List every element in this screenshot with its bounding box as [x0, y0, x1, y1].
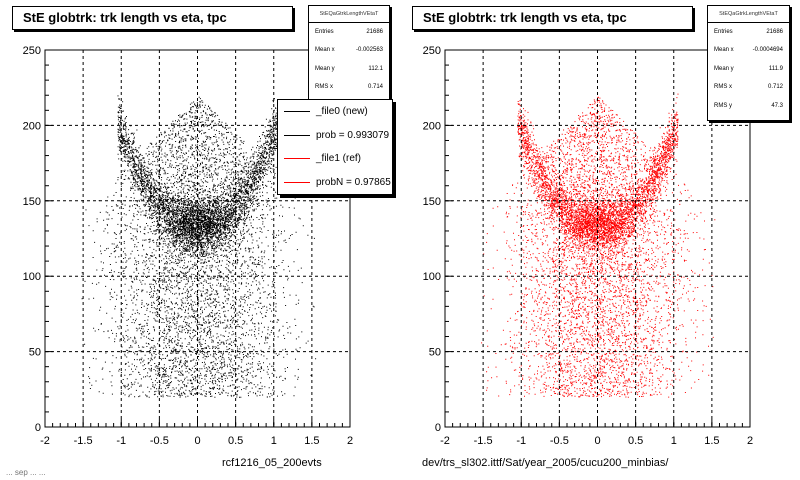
stats-row-rms-x: RMS x 0.712 — [714, 84, 783, 91]
y-tick-label: 50 — [429, 347, 441, 359]
stats-header: StEQaGtrkLengthVEtaT — [309, 6, 389, 23]
y-tick-label: 0 — [435, 422, 441, 434]
x-tick-label: -1 — [516, 435, 526, 447]
footer-label: rcf1216_05_200evts — [222, 457, 322, 469]
x-tick-label: 1.5 — [304, 435, 319, 447]
x-tick-label: 1 — [671, 435, 677, 447]
axes: -2 -1.5 -1 -0.5 0 0.5 1 1.5 2 0 50 100 150 200 250 — [23, 45, 353, 447]
histogram-panel-right: -2 -1.5 -1 -0.5 0 0.5 1 1.5 2 0 50 100 150 200 250 StE… — [400, 0, 800, 480]
x-tick-label: -1.5 — [474, 435, 493, 447]
y-tick-label: 200 — [23, 120, 41, 132]
stats-header: StEQaGtrkLengthVEtaT — [708, 6, 789, 23]
x-tick-label: 2 — [747, 435, 753, 447]
scatter-points — [81, 95, 317, 398]
scatter-point-cloud — [481, 93, 716, 398]
y-tick-label: 100 — [423, 271, 441, 283]
x-tick-label: 0.5 — [228, 435, 243, 447]
stats-row-entries: Entries 21686 — [315, 29, 383, 35]
y-tick-label: 250 — [423, 45, 441, 57]
x-tick-label: 0 — [194, 435, 200, 447]
stats-row-mean-x: Mean x -0.0004694 — [714, 47, 783, 54]
y-tick-label: 200 — [423, 120, 441, 132]
histogram-panel-left: -2 -1.5 -1 -0.5 0 0.5 1 1.5 2 0 50 100 150 200 250 StE… — [6, 5, 393, 477]
x-tick-label: -2 — [40, 435, 50, 447]
x-tick-label: -1 — [116, 435, 126, 447]
scatter-point-cloud — [81, 95, 317, 398]
scatter-plot-right: -2 -1.5 -1 -0.5 0 0.5 1 1.5 2 0 50 100 150 200 250 — [423, 45, 753, 447]
legend-entry-prob: prob = 0.993079 — [278, 124, 392, 148]
y-tick-label: 250 — [23, 45, 41, 57]
x-tick-label: 0 — [594, 435, 600, 447]
legend-entry-file0: _file0 (new) — [278, 100, 392, 124]
y-tick-label: 100 — [23, 271, 41, 283]
legend-entry-probn: probN = 0.97865 — [278, 171, 392, 195]
y-tick-label: 150 — [423, 196, 441, 208]
stats-row-rms-y: RMS y 47.3 — [714, 102, 783, 109]
x-tick-label: 2 — [347, 435, 353, 447]
plot-title: StE globtrk: trk length vs eta, tpc — [12, 6, 293, 30]
legend: _file0 (new) prob = 0.993079 _file1 (ref… — [277, 99, 393, 195]
stats-row-mean-x: Mean x -0.002563 — [315, 47, 383, 54]
footer-label: dev/trs_sl302.ittf/Sat/year_2005/cucu200… — [422, 457, 669, 469]
x-tick-label: 1.5 — [704, 435, 719, 447]
y-tick-label: 0 — [35, 422, 41, 434]
scatter-points — [481, 93, 716, 398]
y-tick-label: 50 — [29, 347, 41, 359]
stats-row-rms-x: RMS x 0.714 — [315, 84, 383, 91]
x-tick-label: -0.5 — [550, 435, 569, 447]
footer-left-note: ... sep ... ... — [6, 468, 46, 477]
stats-row-mean-y: Mean y 112.1 — [315, 65, 383, 72]
plot-title: StE globtrk: trk length vs eta, tpc — [412, 6, 693, 30]
stats-row-mean-y: Mean y 111.9 — [714, 65, 783, 72]
x-tick-label: -0.5 — [150, 435, 169, 447]
x-tick-label: 1 — [271, 435, 277, 447]
legend-entry-file1: _file1 (ref) — [278, 147, 392, 171]
stats-box: StEQaGtrkLengthVEtaT Entries 21686 Mean x… — [308, 5, 390, 117]
stats-box: StEQaGtrkLengthVEtaT Entries 21686 Mean x… — [707, 5, 790, 121]
x-tick-label: 0.5 — [628, 435, 643, 447]
x-tick-label: -1.5 — [74, 435, 93, 447]
x-tick-label: -2 — [440, 435, 450, 447]
stats-row-entries: Entries 21686 — [714, 29, 783, 35]
y-tick-label: 150 — [23, 196, 41, 208]
axes: -2 -1.5 -1 -0.5 0 0.5 1 1.5 2 0 50 100 150 200 250 — [423, 45, 753, 447]
